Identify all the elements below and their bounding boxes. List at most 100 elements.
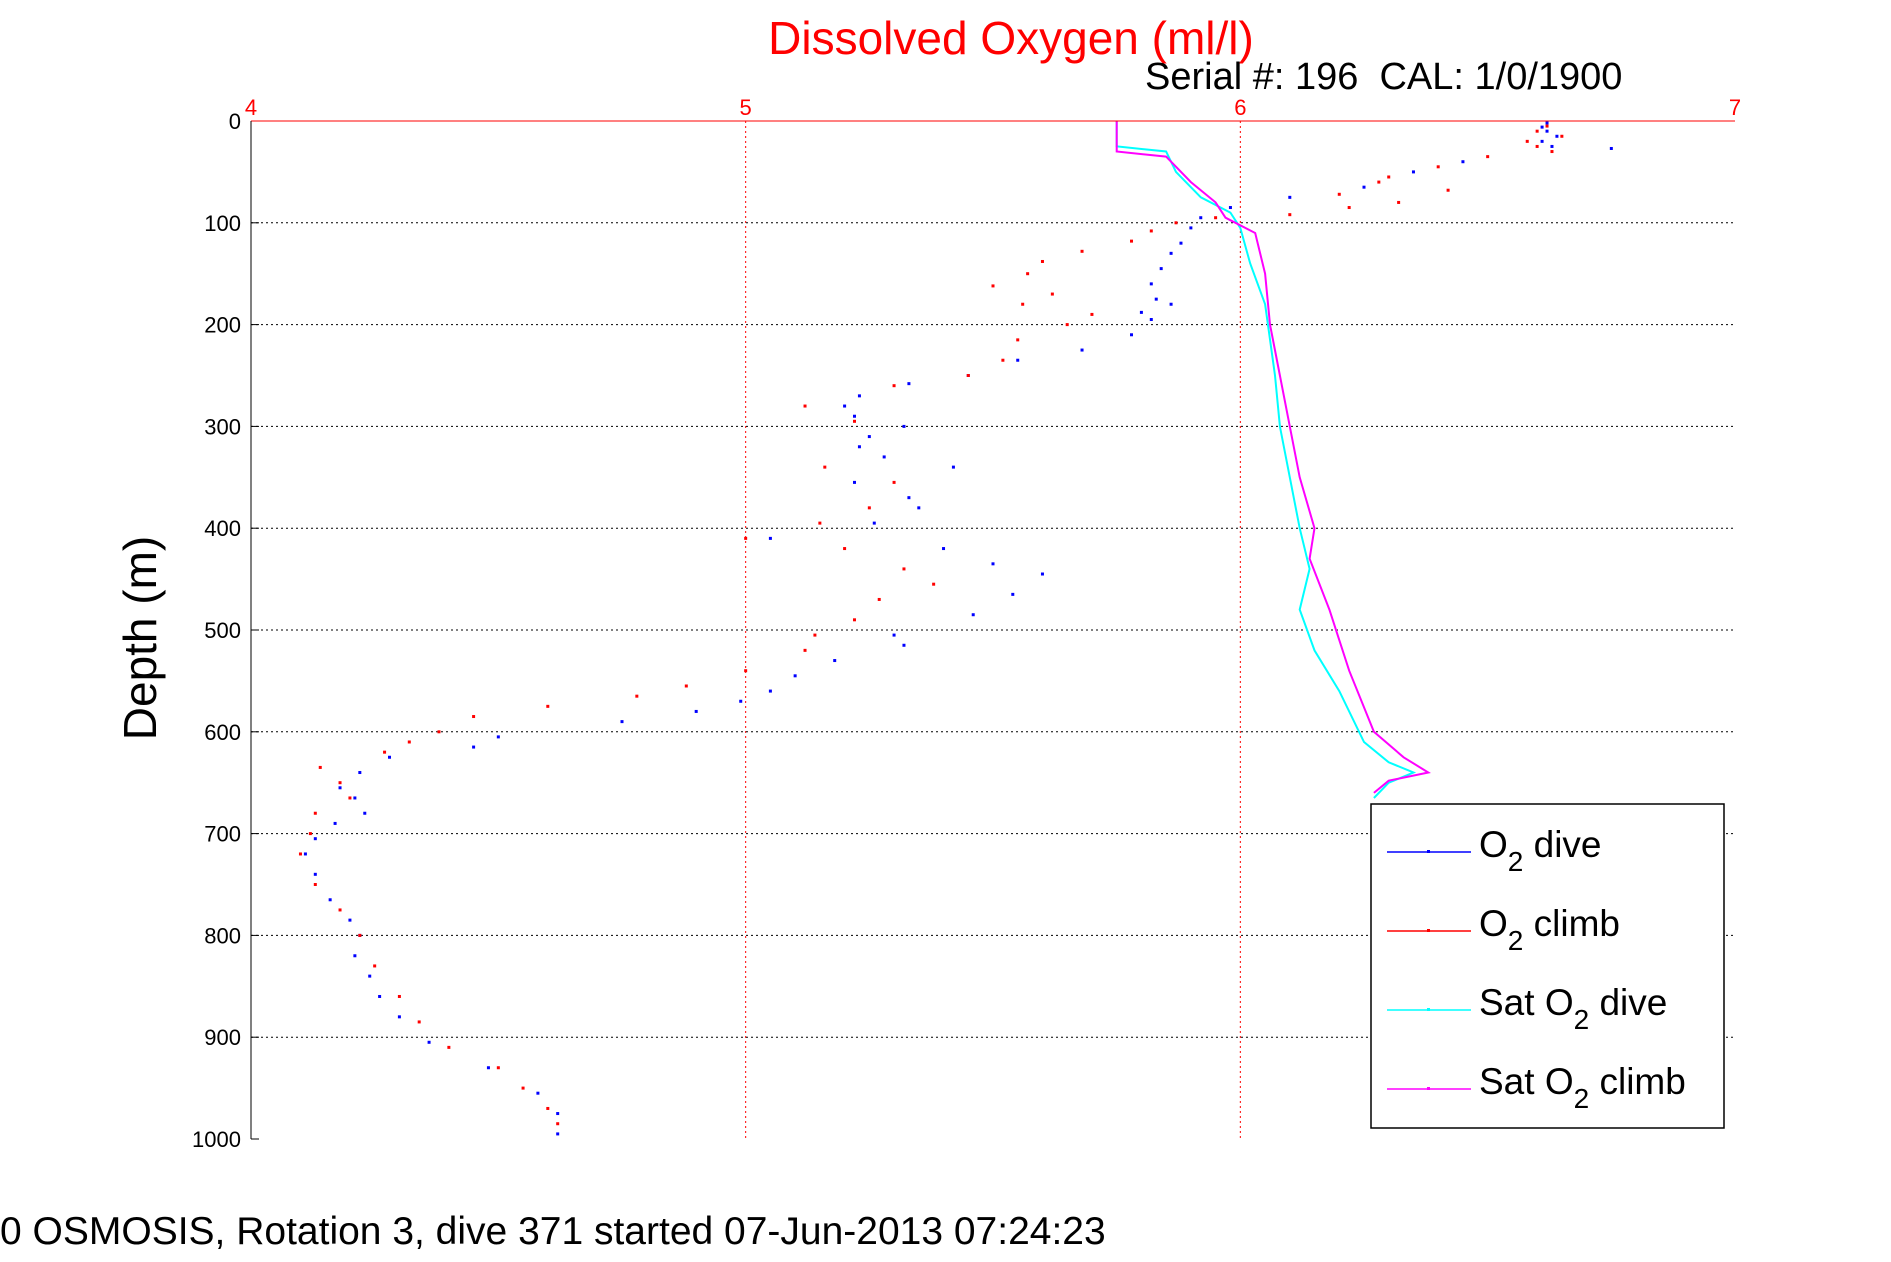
- data-point: [1397, 200, 1401, 204]
- data-point: [1080, 348, 1084, 352]
- legend-marker: [1427, 1087, 1430, 1090]
- data-point: [313, 837, 317, 841]
- data-point: [407, 740, 411, 744]
- data-point: [496, 735, 500, 739]
- data-point: [1545, 124, 1549, 128]
- data-point: [1609, 146, 1613, 150]
- legend-label-text: O: [1479, 903, 1508, 944]
- data-point: [1001, 358, 1005, 362]
- series-o2-dive: [303, 121, 1613, 1136]
- data-point: [877, 597, 881, 601]
- data-point: [472, 745, 476, 749]
- data-point: [556, 1122, 560, 1126]
- data-point: [1159, 267, 1163, 271]
- data-point: [902, 643, 906, 647]
- legend-subscript: 2: [1508, 925, 1524, 956]
- legend-label-text: Sat O: [1479, 982, 1574, 1023]
- x-tick-label: 5: [740, 95, 752, 120]
- data-point: [991, 562, 995, 566]
- data-point: [1130, 333, 1134, 337]
- y-tick-label: 200: [204, 313, 241, 338]
- series-line: [1115, 121, 1431, 794]
- data-point: [867, 435, 871, 439]
- data-point: [313, 872, 317, 876]
- data-point: [546, 704, 550, 708]
- data-point: [867, 506, 871, 510]
- data-point: [1080, 249, 1084, 253]
- data-point: [328, 898, 332, 902]
- data-point: [813, 633, 817, 637]
- data-point: [1214, 216, 1218, 220]
- legend-label: O2 dive: [1479, 824, 1602, 877]
- data-point: [556, 1132, 560, 1136]
- data-point: [818, 521, 822, 525]
- data-point: [892, 633, 896, 637]
- data-point: [1525, 139, 1529, 143]
- data-point: [546, 1106, 550, 1110]
- data-point: [1545, 121, 1549, 125]
- data-point: [1555, 134, 1559, 138]
- data-point: [1535, 144, 1539, 148]
- data-point: [358, 933, 362, 937]
- series-o2-climb: [298, 124, 1564, 1126]
- data-point: [556, 1112, 560, 1116]
- data-point: [1169, 302, 1173, 306]
- data-point: [917, 506, 921, 510]
- data-point: [823, 465, 827, 469]
- data-point: [1149, 282, 1153, 286]
- data-point: [298, 852, 302, 856]
- data-point: [1411, 170, 1415, 174]
- data-point: [1446, 188, 1450, 192]
- data-point: [991, 284, 995, 288]
- data-point: [1149, 229, 1153, 233]
- data-point: [857, 445, 861, 449]
- data-point: [472, 715, 476, 719]
- legend-marker: [1427, 929, 1430, 932]
- legend-marker: [1427, 850, 1430, 853]
- data-point: [1189, 226, 1193, 230]
- data-point: [397, 1015, 401, 1019]
- data-point: [857, 394, 861, 398]
- data-point: [353, 796, 357, 800]
- axes: 4 5 6 7 0 100 200 300 400 500 600 700 800 900 1000: [192, 95, 1741, 1152]
- data-point: [1026, 272, 1030, 276]
- data-point: [1377, 180, 1381, 184]
- data-point: [1179, 241, 1183, 245]
- data-point: [338, 781, 342, 785]
- legend-label: Sat O2 dive: [1479, 982, 1667, 1035]
- data-point: [1560, 134, 1564, 138]
- data-point: [852, 618, 856, 622]
- data-point: [1139, 310, 1143, 314]
- data-point: [496, 1066, 500, 1070]
- data-point: [843, 404, 847, 408]
- data-point: [1174, 221, 1178, 225]
- data-point: [1149, 318, 1153, 322]
- data-point: [1050, 292, 1054, 296]
- legend-label-suffix: climb: [1589, 1061, 1686, 1102]
- data-point: [318, 765, 322, 769]
- y-tick-label: 900: [204, 1025, 241, 1050]
- y-tick-label: 0: [229, 109, 241, 134]
- data-point: [907, 496, 911, 500]
- legend-label: O2 climb: [1479, 903, 1620, 956]
- legend-subscript: 2: [1574, 1004, 1590, 1035]
- data-point: [373, 964, 377, 968]
- y-tick-label: 600: [204, 720, 241, 745]
- legend-subscript: 2: [1574, 1083, 1590, 1114]
- data-point: [1065, 323, 1069, 327]
- data-point: [932, 582, 936, 586]
- legend-entry: Sat O2 climb: [1387, 1061, 1686, 1114]
- data-point: [338, 908, 342, 912]
- data-point: [684, 684, 688, 688]
- data-point: [536, 1091, 540, 1095]
- legend-entry: O2 climb: [1387, 903, 1620, 956]
- data-point: [852, 480, 856, 484]
- data-point: [1040, 259, 1044, 263]
- y-tick-label: 1000: [192, 1127, 241, 1152]
- chart-subtitle: Serial #: 196 CAL: 1/0/1900: [1145, 56, 1622, 98]
- data-point: [1130, 239, 1134, 243]
- data-point: [768, 689, 772, 693]
- legend-box: [1370, 803, 1725, 1129]
